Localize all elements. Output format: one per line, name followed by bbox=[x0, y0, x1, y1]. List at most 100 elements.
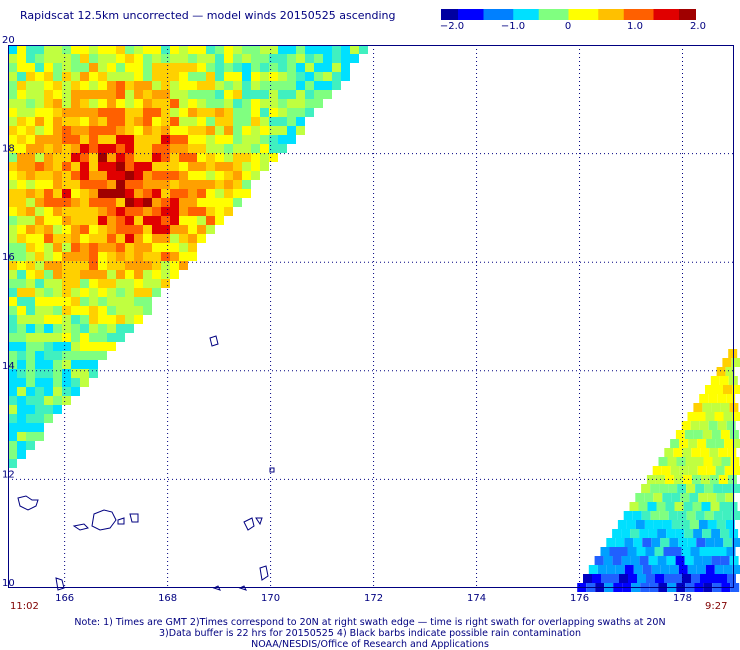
wind-cell bbox=[188, 216, 197, 225]
wind-cell bbox=[260, 72, 269, 81]
wind-cell bbox=[62, 297, 71, 306]
wind-cell bbox=[35, 81, 44, 90]
wind-cell bbox=[287, 90, 296, 99]
wind-cell bbox=[646, 574, 655, 583]
wind-cell bbox=[26, 99, 35, 108]
wind-cell bbox=[633, 565, 643, 574]
wind-cell bbox=[197, 108, 206, 117]
wind-cell bbox=[206, 225, 215, 234]
wind-cell bbox=[53, 342, 62, 351]
wind-cell bbox=[35, 171, 44, 180]
wind-cell bbox=[287, 72, 296, 81]
wind-cell bbox=[116, 126, 125, 135]
wind-cell bbox=[152, 279, 161, 288]
wind-cell bbox=[188, 54, 197, 63]
wind-cell bbox=[695, 511, 705, 520]
wind-cell bbox=[161, 153, 170, 162]
wind-cell bbox=[116, 315, 125, 324]
wind-cell bbox=[44, 261, 53, 270]
wind-cell bbox=[35, 180, 44, 189]
wind-cell bbox=[134, 135, 143, 144]
wind-cell bbox=[8, 252, 17, 261]
wind-cell bbox=[17, 45, 26, 54]
wind-cell bbox=[17, 72, 26, 81]
wind-cell bbox=[98, 207, 107, 216]
wind-cell bbox=[233, 108, 242, 117]
wind-cell bbox=[62, 378, 71, 387]
wind-cell bbox=[688, 439, 698, 448]
wind-cell bbox=[62, 108, 71, 117]
wind-cell bbox=[44, 306, 53, 315]
wind-cell bbox=[152, 225, 161, 234]
wind-cell bbox=[26, 306, 35, 315]
colorbar-segment bbox=[632, 9, 638, 20]
wind-cell bbox=[26, 387, 35, 396]
wind-cell bbox=[657, 556, 667, 565]
wind-cell bbox=[726, 421, 736, 430]
graticule bbox=[8, 45, 734, 588]
wind-cell bbox=[188, 45, 197, 54]
wind-cell bbox=[62, 144, 71, 153]
wind-cell bbox=[733, 439, 740, 448]
wind-cell bbox=[53, 162, 62, 171]
wind-cell bbox=[71, 54, 80, 63]
wind-cell bbox=[726, 394, 736, 403]
wind-cell bbox=[80, 135, 89, 144]
colorbar-tick: 0 bbox=[564, 21, 572, 32]
end-time: 9:27 bbox=[705, 601, 728, 612]
wind-cell bbox=[706, 439, 716, 448]
wind-cell bbox=[98, 126, 107, 135]
wind-cell bbox=[161, 252, 170, 261]
colorbar-segment bbox=[487, 9, 493, 20]
wind-cell bbox=[89, 216, 98, 225]
wind-cell bbox=[71, 351, 80, 360]
colorbar-segment bbox=[606, 9, 612, 20]
wind-cell bbox=[680, 493, 690, 502]
island-outline bbox=[17, 495, 39, 511]
wind-cell bbox=[26, 432, 35, 441]
wind-cell bbox=[35, 207, 44, 216]
wind-cell bbox=[161, 171, 170, 180]
wind-cell bbox=[170, 126, 179, 135]
wind-cell bbox=[242, 135, 251, 144]
wind-cell bbox=[89, 297, 98, 306]
wind-cell bbox=[53, 297, 62, 306]
wind-cell bbox=[686, 511, 696, 520]
wind-cell bbox=[107, 261, 116, 270]
wind-cell bbox=[44, 63, 53, 72]
wind-cell bbox=[215, 162, 224, 171]
wind-cell bbox=[98, 108, 107, 117]
wind-cell bbox=[269, 63, 278, 72]
wind-cell bbox=[53, 279, 62, 288]
wind-cell bbox=[26, 81, 35, 90]
wind-cell bbox=[594, 556, 604, 565]
wind-cell bbox=[725, 493, 735, 502]
wind-cell bbox=[716, 493, 726, 502]
wind-cell bbox=[143, 225, 152, 234]
wind-cell bbox=[645, 547, 655, 556]
wind-cell bbox=[206, 126, 215, 135]
wind-cell bbox=[116, 225, 125, 234]
wind-cell bbox=[170, 108, 179, 117]
wind-cell bbox=[53, 153, 62, 162]
wind-cell bbox=[143, 171, 152, 180]
wind-cell bbox=[179, 90, 188, 99]
wind-cell bbox=[53, 54, 62, 63]
wind-cell bbox=[53, 108, 62, 117]
wind-cell bbox=[215, 99, 224, 108]
wind-cell bbox=[107, 162, 116, 171]
wind-cell bbox=[677, 484, 687, 493]
wind-cell bbox=[197, 198, 206, 207]
wind-cell bbox=[8, 315, 17, 324]
wind-cell bbox=[305, 81, 314, 90]
wind-cell bbox=[35, 315, 44, 324]
wind-cell bbox=[708, 421, 718, 430]
wind-cell bbox=[709, 475, 719, 484]
wind-cell bbox=[260, 108, 269, 117]
colorbar-segment bbox=[577, 9, 582, 20]
wind-cell bbox=[17, 396, 26, 405]
wind-cell bbox=[621, 556, 631, 565]
wind-cell bbox=[116, 117, 125, 126]
wind-cell bbox=[17, 126, 26, 135]
wind-cell bbox=[670, 466, 680, 475]
